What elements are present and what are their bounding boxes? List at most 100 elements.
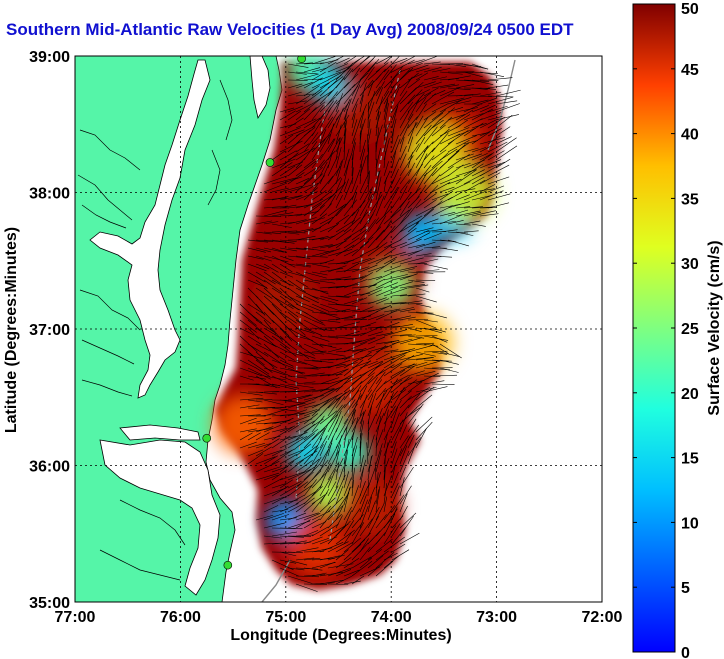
velocity-vector bbox=[439, 367, 459, 373]
velocity-vector bbox=[311, 413, 323, 425]
velocity-vector bbox=[391, 86, 400, 105]
velocity-vector bbox=[367, 377, 378, 393]
velocity-vector bbox=[407, 392, 421, 409]
velocity-vector bbox=[295, 157, 306, 169]
velocity-vector bbox=[439, 247, 458, 252]
velocity-vector bbox=[391, 209, 410, 225]
velocity-vector bbox=[303, 567, 323, 571]
velocity-vector bbox=[279, 367, 306, 374]
velocity-vector bbox=[279, 231, 300, 235]
velocity-vector bbox=[239, 359, 257, 369]
velocity-vector bbox=[399, 337, 423, 345]
velocity-vector bbox=[319, 248, 341, 257]
velocity-vector bbox=[399, 62, 423, 73]
velocity-vector bbox=[271, 327, 284, 342]
velocity-vector bbox=[311, 79, 329, 89]
velocity-vector bbox=[479, 97, 498, 105]
velocity-vector bbox=[415, 387, 437, 393]
velocity-vector bbox=[375, 232, 391, 249]
velocity-vector bbox=[391, 251, 406, 257]
velocity-vector bbox=[391, 138, 401, 161]
station-marker bbox=[265, 158, 275, 167]
velocity-vector bbox=[239, 397, 264, 401]
velocity-vector bbox=[287, 63, 309, 68]
velocity-vector bbox=[343, 99, 351, 113]
velocity-vector bbox=[391, 58, 408, 65]
velocity-vector bbox=[295, 471, 314, 489]
velocity-vector bbox=[455, 194, 470, 201]
velocity-vector bbox=[399, 407, 417, 425]
velocity-vector bbox=[367, 361, 384, 377]
velocity-vector bbox=[351, 200, 366, 217]
velocity-vector bbox=[343, 359, 364, 377]
velocity-vector bbox=[391, 324, 413, 329]
velocity-vector bbox=[311, 484, 323, 497]
velocity-vector bbox=[391, 186, 400, 201]
velocity-vector bbox=[343, 199, 358, 217]
velocity-vector bbox=[295, 343, 315, 356]
velocity-vector bbox=[295, 235, 316, 241]
velocity-vector bbox=[399, 227, 417, 241]
velocity-vector bbox=[279, 359, 294, 367]
velocity-vector bbox=[439, 203, 462, 209]
velocity-vector bbox=[311, 89, 334, 105]
velocity-vector bbox=[391, 197, 408, 217]
velocity-vector bbox=[271, 162, 293, 177]
velocity-vector bbox=[487, 95, 514, 98]
velocity-vector bbox=[367, 289, 382, 297]
velocity-vector bbox=[279, 436, 304, 449]
velocity-vector bbox=[383, 354, 406, 369]
velocity-vector bbox=[247, 263, 267, 272]
velocity-vector bbox=[383, 151, 386, 169]
velocity-vector bbox=[335, 505, 344, 521]
velocity-vector bbox=[463, 122, 484, 137]
velocity-vector bbox=[415, 165, 432, 185]
velocity-vector bbox=[447, 181, 471, 193]
velocity-vector bbox=[383, 378, 399, 401]
velocity-vector bbox=[319, 351, 346, 357]
velocity-vector bbox=[263, 455, 279, 465]
velocity-vector bbox=[239, 414, 261, 417]
velocity-vector bbox=[471, 195, 492, 201]
velocity-cell bbox=[286, 431, 327, 472]
velocity-vector bbox=[399, 404, 410, 417]
velocity-vector bbox=[327, 156, 338, 177]
velocity-vector bbox=[247, 271, 266, 283]
velocity-vector bbox=[407, 162, 416, 177]
velocity-vector bbox=[343, 177, 354, 201]
velocity-vector bbox=[311, 205, 325, 217]
velocity-vector bbox=[343, 319, 367, 321]
velocity-vector bbox=[407, 78, 421, 89]
velocity-vector bbox=[255, 319, 274, 332]
velocity-vector bbox=[351, 394, 363, 409]
y-tick-labels: 35:00 36:00 37:00 38:00 39:00 bbox=[29, 49, 70, 612]
velocity-vector bbox=[271, 448, 287, 457]
velocity-vector bbox=[375, 127, 380, 153]
velocity-vector bbox=[311, 374, 331, 377]
velocity-vector bbox=[471, 176, 485, 185]
velocity-vector bbox=[319, 579, 344, 585]
velocity-vector bbox=[351, 119, 361, 145]
velocity-vector bbox=[359, 364, 380, 377]
velocity-vector bbox=[415, 279, 436, 281]
velocity-vector bbox=[439, 71, 463, 75]
velocity-vector bbox=[399, 515, 414, 537]
velocity-vector bbox=[303, 351, 325, 355]
velocity-vector bbox=[399, 200, 410, 217]
velocity-vector bbox=[351, 556, 372, 569]
velocity-vector bbox=[311, 388, 335, 401]
velocity-vector bbox=[343, 122, 347, 145]
velocity-vector bbox=[271, 150, 286, 161]
velocity-vector bbox=[383, 536, 405, 553]
velocity-vector bbox=[367, 379, 383, 401]
velocity-vector bbox=[399, 284, 426, 289]
velocity-vector bbox=[279, 263, 293, 273]
velocity-vector bbox=[319, 175, 334, 193]
velocity-vector bbox=[327, 526, 345, 545]
velocity-vector bbox=[399, 250, 420, 257]
velocity-vector bbox=[423, 199, 437, 209]
velocity-vector bbox=[463, 190, 487, 201]
velocity-vector bbox=[287, 415, 311, 425]
velocity-vector bbox=[279, 471, 305, 481]
velocity-vector bbox=[351, 409, 356, 425]
